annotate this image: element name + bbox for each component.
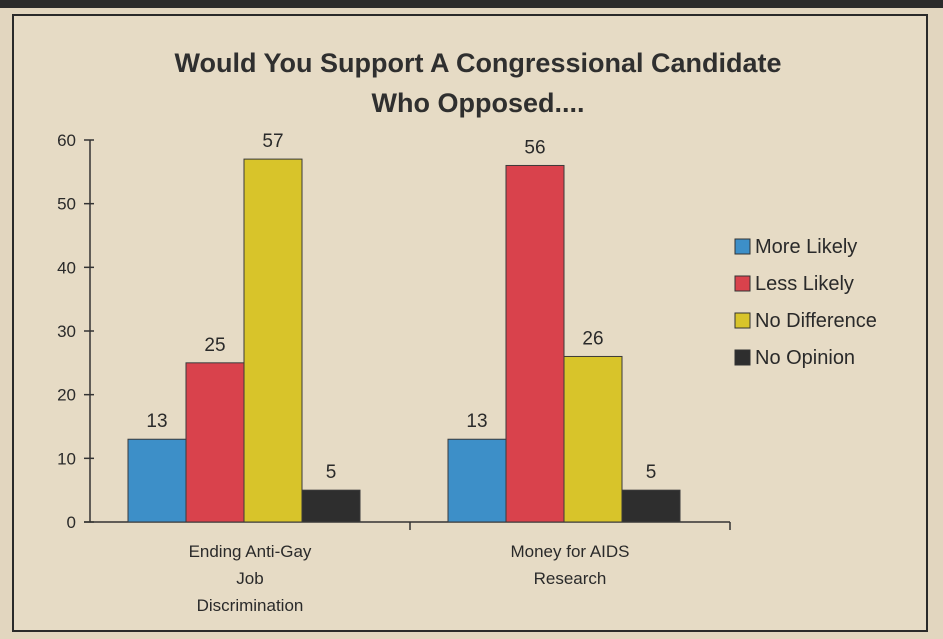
y-tick-label: 60 — [57, 131, 76, 150]
legend-swatch — [734, 349, 751, 366]
bar-more-likely — [127, 438, 187, 523]
category-label: Discrimination — [197, 596, 304, 615]
y-tick-label: 20 — [57, 386, 76, 405]
top-border-bar — [0, 0, 943, 8]
data-label: 5 — [646, 462, 657, 483]
legend-swatch — [734, 275, 751, 292]
bar-less-likely — [185, 362, 245, 523]
bar-no-opinion — [301, 489, 361, 523]
category-label: Job — [236, 569, 263, 588]
bar-less-likely — [505, 164, 565, 523]
category-labels: Ending Anti-Gay Job Discrimination Money fo… — [189, 542, 630, 615]
legend-swatch — [734, 312, 751, 329]
y-tick-label: 0 — [67, 513, 76, 532]
legend-label: More Likely — [755, 236, 857, 258]
y-tick-label: 10 — [57, 449, 76, 468]
chart-title-line: Would You Support A Congressional Candid… — [174, 48, 781, 78]
y-tick-label: 30 — [57, 322, 76, 341]
bar-more-likely — [447, 438, 507, 523]
y-tick-label: 40 — [57, 258, 76, 277]
data-label: 25 — [204, 335, 225, 356]
chart-frame — [12, 14, 928, 632]
data-label: 13 — [466, 411, 487, 432]
data-label: 5 — [326, 462, 337, 483]
bar-no-difference — [563, 355, 623, 523]
y-tick-label: 50 — [57, 195, 76, 214]
chart-bars — [127, 158, 681, 523]
legend-swatch — [734, 238, 751, 255]
legend-label: Less Likely — [755, 273, 854, 295]
category-label: Money for AIDS — [510, 542, 629, 561]
legend: More Likely Less Likely No Difference No Op… — [734, 236, 877, 369]
category-label: Ending Anti-Gay — [189, 542, 312, 561]
chart-title-line: Who Opposed.... — [372, 88, 585, 118]
bar-no-difference — [243, 158, 303, 523]
legend-label: No Opinion — [755, 347, 855, 369]
data-labels: 13 25 57 5 13 56 26 5 — [146, 131, 656, 483]
data-label: 13 — [146, 411, 167, 432]
legend-label: No Difference — [755, 310, 877, 332]
data-label: 26 — [582, 328, 603, 349]
chart-title: Would You Support A Congressional Candid… — [174, 48, 781, 118]
data-label: 56 — [524, 137, 545, 158]
data-label: 57 — [262, 131, 283, 152]
category-label: Research — [534, 569, 607, 588]
bar-no-opinion — [621, 489, 681, 523]
